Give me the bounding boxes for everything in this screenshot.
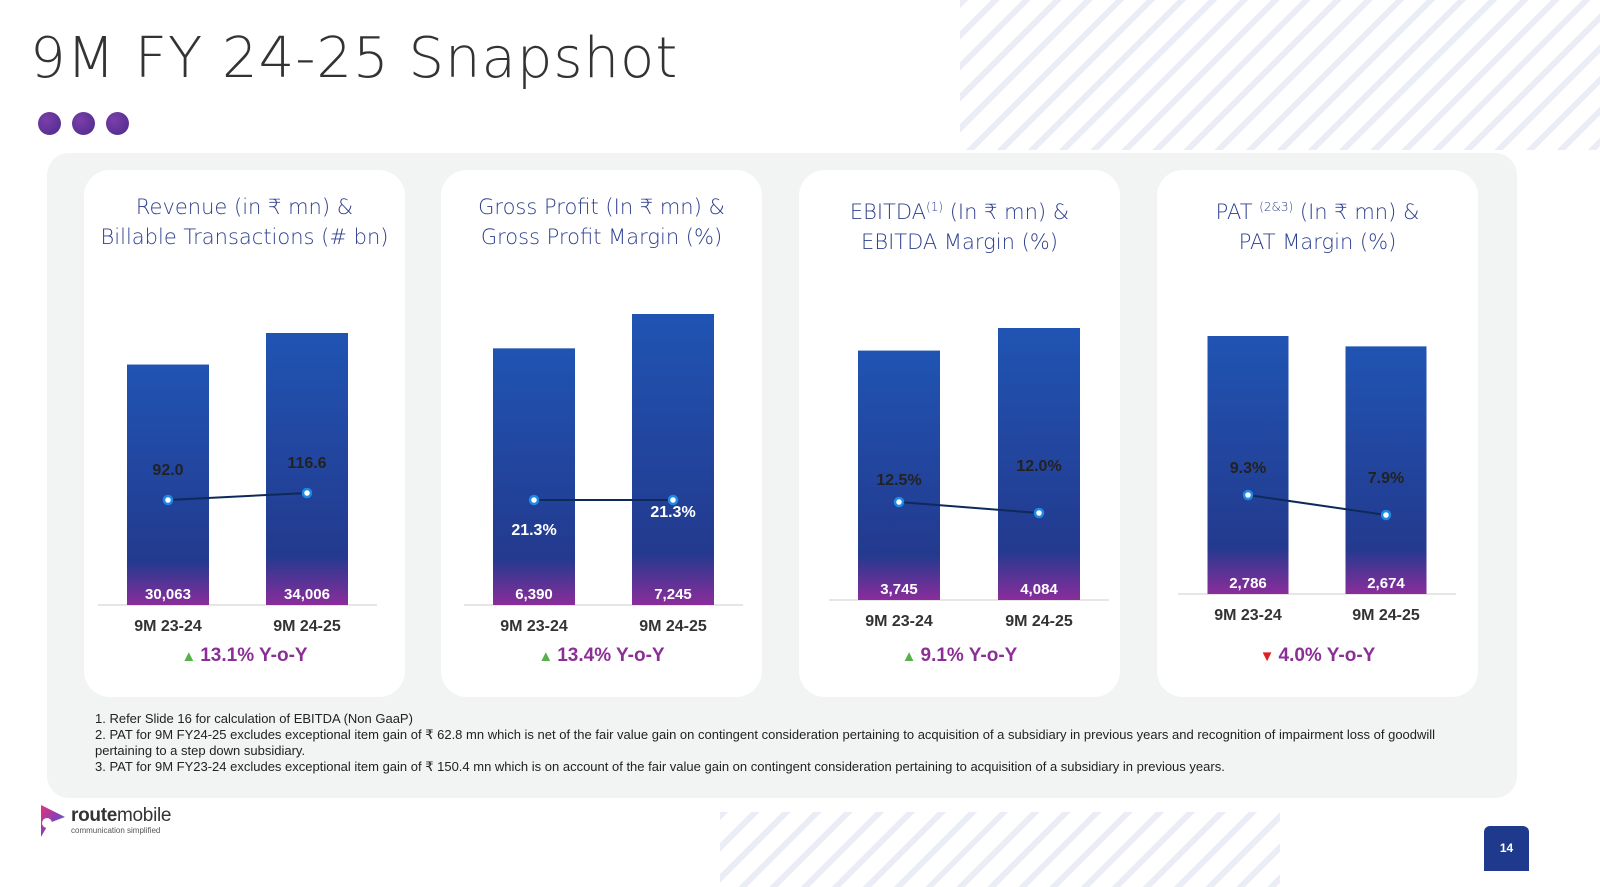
line-value-label: 12.0%: [1016, 458, 1061, 475]
yoy-growth: ▲ 9.1% Y-o-Y: [799, 645, 1120, 667]
card-title-suffix: (In ₹ mn) &: [1293, 200, 1420, 224]
bar: [1345, 346, 1427, 594]
line-value-label: 12.5%: [876, 472, 921, 489]
line-value-label: 21.3%: [650, 504, 695, 521]
card-title-line-2: Gross Profit Margin (%): [480, 225, 723, 249]
bar-value-label: 30,063: [145, 586, 191, 603]
gross-profit-chart: 6,390 9M 23-24 7,245 9M 24-25 21.3% 21.3%: [464, 314, 743, 635]
dot-icon: [72, 112, 95, 135]
dot-icon: [38, 112, 61, 135]
logo-wordmark: routemobile: [71, 805, 172, 826]
line-point: [1242, 489, 1254, 501]
pat-chart: 2,786 9M 23-24 2,674 9M 24-25 9.3% 7.9%: [1178, 336, 1456, 624]
page-number: 14: [1484, 826, 1529, 871]
bar-value-label: 6,390: [515, 586, 553, 603]
footnote: 1. Refer Slide 16 for calculation of EBI…: [95, 711, 413, 726]
logo-tagline: communication simplified: [71, 826, 161, 835]
card-title-line-1: EBITDA: [849, 200, 927, 224]
company-logo: routemobile communication simplified: [37, 801, 187, 843]
category-label: 9M 23-24: [134, 618, 202, 635]
gross-profit-card: Gross Profit (In ₹ mn) & Gross Profit Ma…: [441, 170, 762, 697]
dot-icon: [106, 112, 129, 135]
yoy-growth: ▼ 4.0% Y-o-Y: [1157, 645, 1478, 667]
card-title-line-2: PAT Margin (%): [1238, 230, 1397, 254]
footnotes: 1. Refer Slide 16 for calculation of EBI…: [95, 711, 1465, 775]
category-label: 9M 24-25: [273, 618, 341, 635]
revenue-chart: 30,063 9M 23-24 34,006 9M 24-25 92.0 116.6: [98, 333, 377, 635]
bar-value-label: 7,245: [654, 586, 692, 603]
decorative-stripes-top: [960, 0, 1600, 150]
category-label: 9M 23-24: [865, 613, 933, 630]
series-line: [1247, 494, 1387, 516]
ebitda-card: EBITDA(1) (In ₹ mn) & EBITDA Margin (%) …: [799, 170, 1120, 697]
yoy-value: 13.4% Y-o-Y: [557, 645, 665, 666]
bar: [493, 348, 575, 605]
card-title: Gross Profit (In ₹ mn) & Gross Profit Ma…: [441, 192, 762, 252]
bar: [858, 350, 940, 600]
bar: [127, 364, 209, 605]
card-title-line-2: EBITDA Margin (%): [861, 230, 1058, 254]
bar: [1207, 336, 1289, 594]
yoy-value: 13.1% Y-o-Y: [200, 645, 308, 666]
line-value-label: 116.6: [287, 455, 326, 472]
footnote: 2. PAT for 9M FY24-25 excludes exception…: [95, 727, 1436, 758]
card-title: PAT (2&3) (In ₹ mn) & PAT Margin (%): [1157, 192, 1478, 257]
card-title-suffix: (In ₹ mn) &: [943, 200, 1070, 224]
arrow-up-icon: ▲: [181, 648, 197, 665]
logo-icon: [41, 805, 65, 837]
line-point: [893, 496, 905, 508]
line-value-label: 92.0: [152, 462, 183, 479]
category-label: 9M 23-24: [500, 618, 568, 635]
line-point: [667, 494, 679, 506]
category-label: 9M 24-25: [1352, 607, 1420, 624]
revenue-card: Revenue (in ₹ mn) & Billable Transaction…: [84, 170, 405, 697]
bar: [998, 328, 1080, 600]
line-value-label: 7.9%: [1368, 470, 1404, 487]
series-line: [167, 492, 308, 501]
series-line: [898, 501, 1040, 514]
ebitda-chart: 3,745 9M 23-24 4,084 9M 24-25 12.5% 12.0%: [829, 328, 1109, 630]
decorative-stripes-bottom: [720, 812, 1280, 887]
pat-card: PAT (2&3) (In ₹ mn) & PAT Margin (%) 2,7…: [1157, 170, 1478, 697]
category-label: 9M 23-24: [1214, 607, 1282, 624]
line-value-label: 21.3%: [511, 522, 556, 539]
line-point: [1380, 509, 1392, 521]
yoy-growth: ▲ 13.4% Y-o-Y: [441, 645, 762, 667]
bar-value-label: 4,084: [1020, 581, 1058, 598]
card-title: Revenue (in ₹ mn) & Billable Transaction…: [84, 192, 405, 252]
bar: [632, 314, 714, 605]
line-point: [162, 494, 174, 506]
line-point: [301, 487, 313, 499]
category-label: 9M 24-25: [639, 618, 707, 635]
yoy-growth: ▲ 13.1% Y-o-Y: [84, 645, 405, 667]
arrow-down-icon: ▼: [1259, 648, 1275, 665]
yoy-value: 9.1% Y-o-Y: [920, 645, 1018, 666]
arrow-up-icon: ▲: [538, 648, 554, 665]
arrow-up-icon: ▲: [901, 648, 917, 665]
slide-title: 9M FY 24-25 Snapshot: [30, 26, 679, 91]
yoy-value: 4.0% Y-o-Y: [1278, 645, 1376, 666]
footnote-ref: (1): [926, 200, 944, 214]
title-dots: [38, 112, 129, 135]
bar-value-label: 34,006: [284, 586, 330, 603]
line-value-label: 9.3%: [1230, 460, 1266, 477]
card-title: EBITDA(1) (In ₹ mn) & EBITDA Margin (%): [799, 192, 1120, 257]
card-title-line-1: Revenue (in ₹ mn) &: [135, 195, 354, 219]
card-title-line-1: PAT: [1215, 200, 1260, 224]
bar-value-label: 3,745: [880, 581, 918, 598]
card-title-line-2: Billable Transactions (# bn): [100, 225, 389, 249]
line-point: [1033, 507, 1045, 519]
category-label: 9M 24-25: [1005, 613, 1073, 630]
bar-value-label: 2,786: [1229, 575, 1267, 592]
footnote: 3. PAT for 9M FY23-24 excludes exception…: [95, 759, 1225, 774]
footnote-ref: (2&3): [1259, 200, 1294, 214]
card-title-line-1: Gross Profit (In ₹ mn) &: [478, 195, 725, 219]
bar-value-label: 2,674: [1367, 575, 1405, 592]
bar: [266, 333, 348, 605]
line-point: [528, 494, 540, 506]
